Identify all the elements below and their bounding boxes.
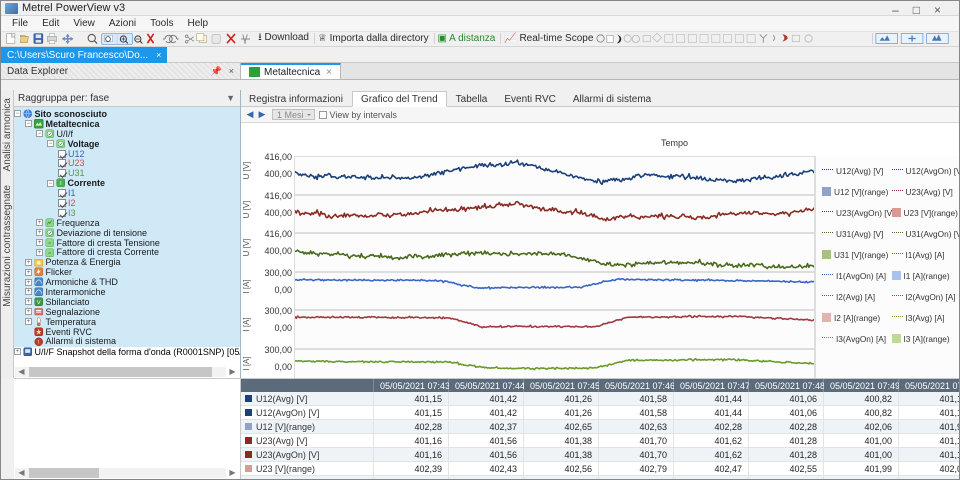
svg-text:V: V bbox=[37, 300, 41, 306]
svg-text:≈: ≈ bbox=[48, 251, 51, 257]
svg-text:≈: ≈ bbox=[48, 241, 51, 247]
